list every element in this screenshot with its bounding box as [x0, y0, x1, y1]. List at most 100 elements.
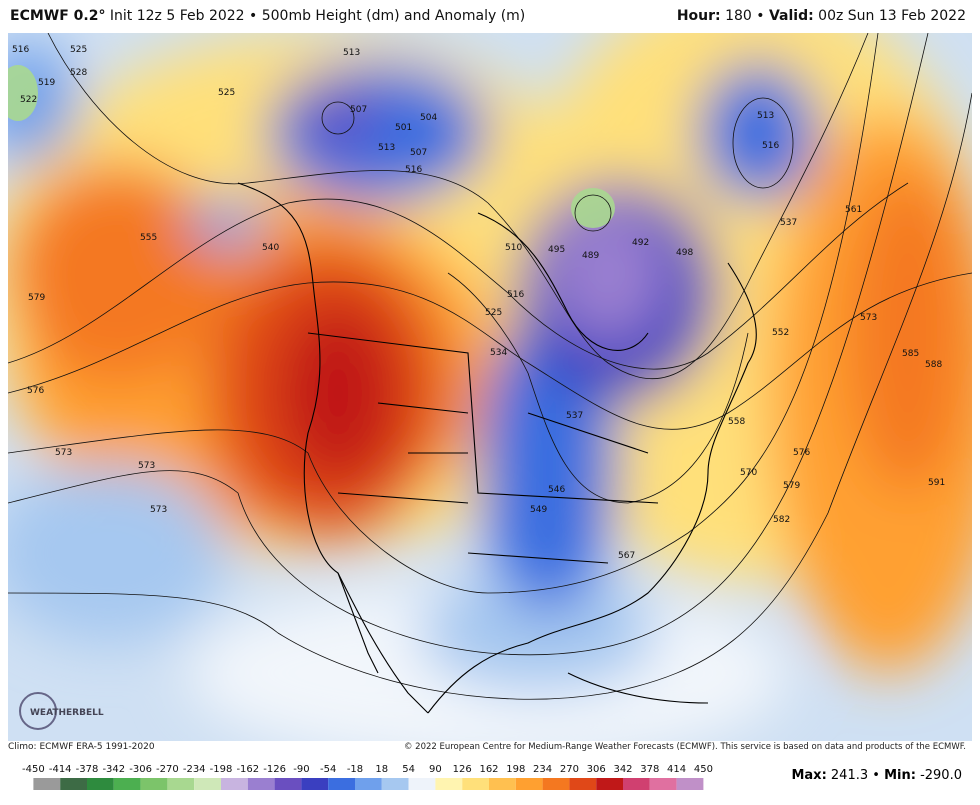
contour-label: 516: [405, 165, 422, 175]
contour-label: 513: [378, 143, 395, 153]
contour-label: 588: [925, 360, 942, 370]
contour-label: 549: [530, 505, 547, 515]
colorbar-label: -234: [183, 764, 206, 775]
contour-label: 561: [845, 205, 862, 215]
colorbar-label: -162: [236, 764, 259, 775]
colorbar-swatch: [408, 778, 436, 790]
contour-label: 513: [343, 48, 360, 58]
contour-label: 585: [902, 349, 919, 359]
contour-label: 537: [566, 411, 583, 421]
contour-label: 516: [762, 141, 779, 151]
colorbar-label: 378: [640, 764, 659, 775]
map: WEATHERBELL 516 5255285195225255135075015…: [8, 33, 972, 741]
contour-label: 528: [70, 68, 87, 78]
contour-label: 519: [38, 78, 55, 88]
colorbar-swatch: [274, 778, 302, 790]
header-right: Hour: 180 • Valid: 00z Sun 13 Feb 2022: [677, 8, 966, 24]
contour-label: 582: [773, 515, 790, 525]
colorbar-label: 198: [506, 764, 525, 775]
colorbar-swatch: [328, 778, 355, 790]
contour-label: 522: [20, 95, 37, 105]
contour-label: 573: [150, 505, 167, 515]
contour-label: 525: [485, 308, 502, 318]
valid: 00z Sun 13 Feb 2022: [818, 8, 966, 24]
max: 241.3 •: [830, 768, 880, 783]
colorbar-label: 54: [402, 764, 415, 775]
run: Init 12z 5 Feb 2022 • 500mb Height (dm) …: [109, 8, 526, 24]
colorbar-label: 414: [667, 764, 686, 775]
colorbar-swatch: [87, 778, 114, 790]
contour-label: 507: [410, 148, 427, 158]
contour-label: 513: [757, 111, 774, 121]
colorbar-label: -18: [347, 764, 363, 775]
min: -290.0: [920, 768, 962, 783]
colorbar-label: -126: [263, 764, 286, 775]
colorbar-label: 90: [429, 764, 442, 775]
valid-label: Valid:: [768, 8, 814, 24]
colorbar-swatch: [167, 778, 195, 790]
contour-label: 498: [676, 248, 693, 258]
contour-label: 576: [793, 448, 810, 458]
colorbar-swatch: [569, 778, 597, 790]
contour-label: 534: [490, 348, 507, 358]
contour-label: 489: [582, 251, 599, 261]
climo: Climo: ECMWF ERA-5 1991-2020: [8, 742, 155, 752]
colorbar-label: 234: [533, 764, 552, 775]
min-label: Min:: [884, 768, 916, 783]
max-min: Max: 241.3 • Min: -290.0: [791, 768, 962, 783]
hour: 180 •: [725, 8, 765, 24]
colorbar-label: -450: [22, 764, 45, 775]
colorbar-label: -54: [320, 764, 336, 775]
colorbar-label: 18: [375, 764, 388, 775]
contour-label: 492: [632, 238, 649, 248]
contour-label: 579: [783, 481, 800, 491]
colorbar-swatch: [489, 778, 516, 790]
colorbar-label: -306: [129, 764, 152, 775]
copyright: © 2022 European Centre for Medium-Range …: [403, 742, 966, 752]
header-left: ECMWF 0.2° Init 12z 5 Feb 2022 • 500mb H…: [10, 8, 525, 24]
contour-label: 510: [505, 243, 522, 253]
colorbar-label: -378: [76, 764, 99, 775]
colorbar-swatch: [247, 778, 275, 790]
contour-label: 552: [772, 328, 789, 338]
colorbar-swatch: [462, 778, 489, 790]
colorbar-swatch: [60, 778, 87, 790]
colorbar-swatch: [140, 778, 168, 790]
colorbar-label: 126: [453, 764, 472, 775]
colorbar-label: -198: [210, 764, 233, 775]
colorbar-label: -414: [49, 764, 72, 775]
contour-label: 567: [618, 551, 635, 561]
contour-label: 573: [55, 448, 72, 458]
colorbar-label: -342: [102, 764, 125, 775]
colorbar-label: 162: [479, 764, 498, 775]
colorbar-swatch: [301, 778, 329, 790]
contour-label: 576: [27, 386, 44, 396]
contour-label: 579: [28, 293, 45, 303]
colorbar-swatch: [194, 778, 221, 790]
contour-label: 540: [262, 243, 279, 253]
colorbar-label: -90: [293, 764, 309, 775]
contour-label: 591: [928, 478, 945, 488]
contour-label: 501: [395, 123, 412, 133]
colorbar-swatch: [515, 778, 543, 790]
colorbar: -450 -414 -378 -342 -306 -270 -234 -198 -162 -126…: [22, 764, 713, 790]
colorbar-swatch: [435, 778, 463, 790]
contour-label: 555: [140, 233, 157, 243]
colorbar-swatch: [355, 778, 382, 790]
contour-label: 504: [420, 113, 437, 123]
logo-text: WEATHERBELL: [30, 708, 104, 718]
colorbar-swatch: [33, 778, 61, 790]
colorbar-swatch: [542, 778, 570, 790]
colorbar-swatch: [676, 778, 704, 790]
colorbar-swatch: [381, 778, 409, 790]
max-label: Max:: [791, 768, 827, 783]
colorbar-label: 306: [587, 764, 606, 775]
colorbar-swatch: [649, 778, 677, 790]
contour-label: 507: [350, 105, 367, 115]
contour-label: 546: [548, 485, 565, 495]
hour-label: Hour:: [676, 8, 721, 24]
contour-label: 525: [70, 45, 87, 55]
contour-label: 570: [740, 468, 757, 478]
colorbar-swatch: [623, 778, 650, 790]
